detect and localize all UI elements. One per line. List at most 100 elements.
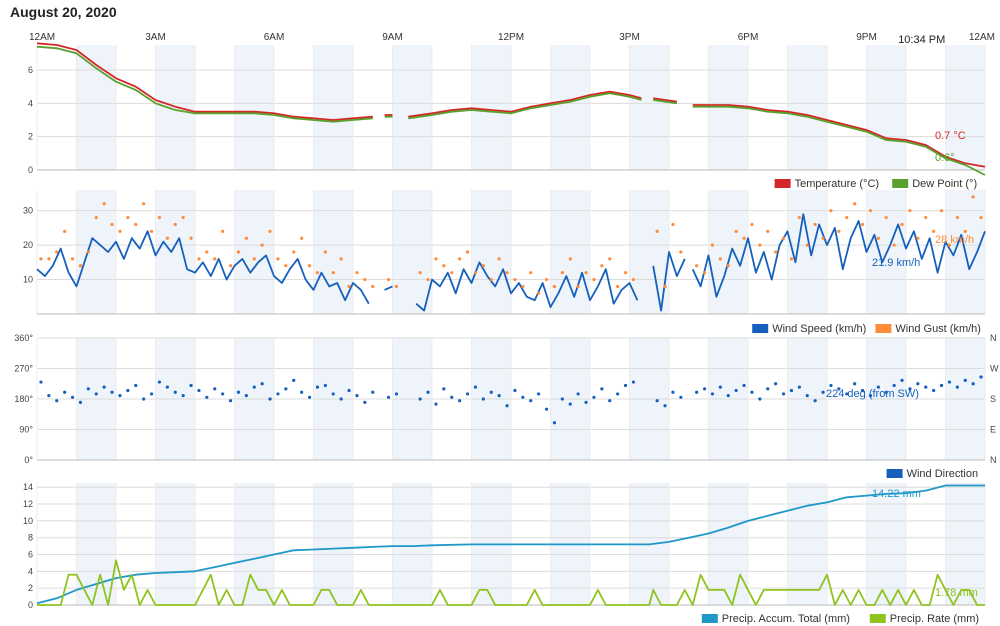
time-band (234, 483, 274, 605)
data-point (489, 277, 493, 282)
data-point (837, 229, 841, 233)
data-point (821, 236, 825, 240)
y-tick-label: 10 (23, 275, 33, 285)
y-tick-label: 2 (28, 132, 33, 142)
series-line (36, 484, 985, 605)
time-band (313, 45, 353, 170)
data-point (884, 390, 888, 394)
data-point (955, 385, 959, 389)
data-point (734, 229, 738, 233)
data-point (55, 250, 59, 254)
data-point (750, 222, 754, 227)
y-tick-label: 360° (14, 333, 33, 343)
time-tick-label: 3AM (145, 32, 166, 43)
data-point (102, 202, 106, 206)
data-point (221, 229, 225, 233)
time-band (866, 483, 906, 605)
time-band (708, 483, 748, 605)
precip-accum-last-label: 14.22 mm (872, 488, 921, 500)
data-point (845, 215, 849, 220)
dew-point-last-label: 0.6° (935, 152, 955, 164)
data-point (355, 394, 359, 398)
series-line (36, 230, 370, 305)
data-point (386, 277, 391, 282)
data-point (284, 387, 288, 391)
data-point (853, 202, 857, 206)
data-point (513, 277, 517, 282)
data-point (307, 264, 312, 268)
time-band (945, 45, 985, 170)
data-point (165, 385, 169, 389)
data-point (134, 383, 138, 388)
data-point (94, 215, 98, 220)
data-point (39, 257, 43, 261)
time-band (708, 190, 748, 314)
data-point (102, 385, 106, 389)
data-point (774, 250, 778, 254)
time-band (629, 45, 669, 170)
data-point (963, 378, 967, 382)
data-point (939, 209, 944, 213)
data-point (173, 390, 177, 394)
data-point (939, 383, 944, 388)
data-point (663, 284, 667, 289)
data-point (473, 271, 478, 275)
legend-swatch (701, 614, 718, 623)
data-point (884, 215, 888, 220)
data-point (544, 407, 549, 411)
time-band (945, 483, 985, 605)
time-tick-label: 12AM (969, 32, 995, 43)
data-point (876, 236, 880, 240)
data-point (608, 399, 612, 403)
data-point (142, 397, 146, 401)
data-point (710, 392, 715, 396)
data-point (181, 394, 185, 398)
data-point (149, 229, 154, 233)
y-tick-label: 4 (28, 98, 33, 108)
data-point (489, 390, 493, 394)
data-point (300, 236, 304, 240)
data-point (892, 243, 896, 247)
time-band (471, 45, 511, 170)
y-tick-label: 30 (23, 206, 33, 216)
data-point (47, 394, 51, 398)
current-time-label: 10:34 PM (898, 34, 945, 46)
legend-label: Precip. Accum. Total (mm) (722, 613, 850, 625)
data-point (434, 257, 438, 261)
data-point (837, 387, 841, 391)
data-point (584, 400, 588, 404)
data-point (63, 229, 67, 233)
data-point (213, 387, 217, 391)
data-point (576, 284, 580, 289)
data-point (797, 215, 801, 220)
data-point (228, 399, 233, 403)
data-point (592, 277, 596, 282)
data-point (386, 395, 391, 399)
data-point (860, 222, 865, 227)
data-point (165, 236, 169, 240)
data-point (284, 264, 288, 268)
legend-label: Precip. Rate (mm) (890, 613, 979, 625)
data-point (323, 383, 327, 388)
data-point (315, 271, 320, 275)
data-point (86, 250, 90, 254)
data-point (908, 387, 912, 391)
data-point (521, 284, 525, 289)
time-band (155, 190, 195, 314)
data-point (623, 383, 628, 388)
data-point (908, 209, 912, 213)
data-point (331, 271, 335, 275)
data-point (481, 264, 485, 268)
data-point (236, 390, 241, 394)
y-tick-label: 12 (23, 499, 33, 509)
wind-direction-last-label: 224 deg (from SW) (826, 388, 919, 400)
data-point (149, 392, 154, 396)
y-tick-label: 0° (24, 455, 33, 465)
legend-label: Wind Direction (907, 468, 979, 480)
time-tick-label: 6AM (264, 32, 285, 43)
data-point (426, 277, 430, 282)
data-point (695, 264, 699, 268)
data-point (458, 399, 462, 403)
data-point (932, 229, 936, 233)
